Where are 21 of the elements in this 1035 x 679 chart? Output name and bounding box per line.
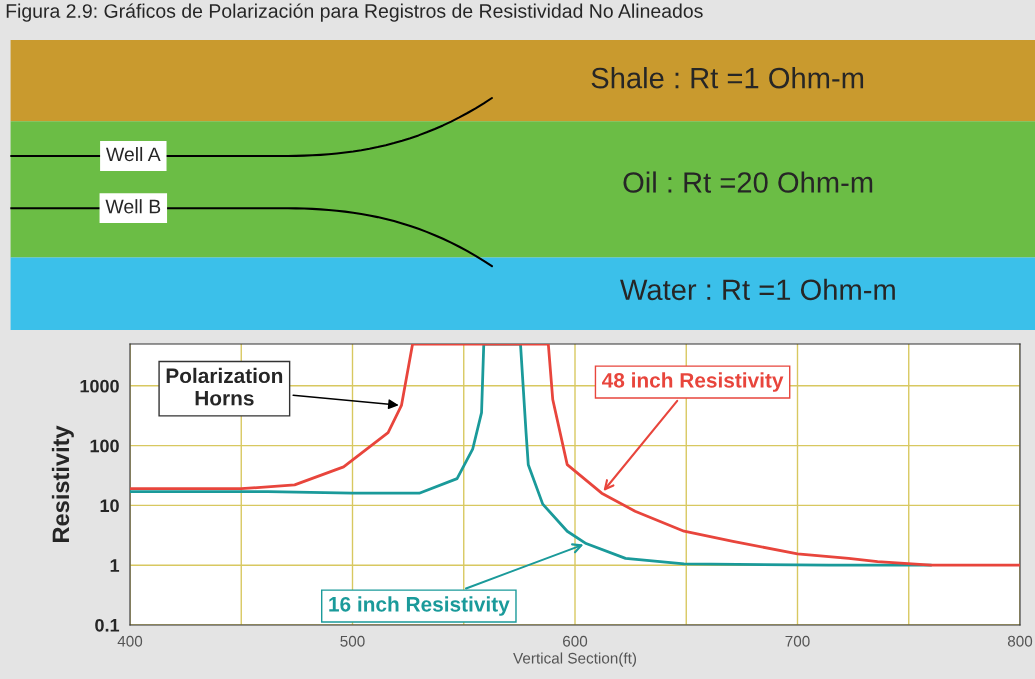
text: Well B: [105, 199, 161, 214]
y-tick-label: 100: [90, 439, 119, 453]
x-axis-title: Vertical Section(ft): [513, 652, 637, 667]
y-axis-title: Resistivity: [51, 425, 74, 542]
text: Well A: [106, 146, 161, 162]
y-tick-label: 1: [110, 559, 120, 572]
text: Water : Rt =1 Ohm-m: [620, 278, 895, 301]
x-tick-label: 700: [785, 635, 810, 647]
chart-title: Figura 2.9: Gráficos de Polarización para Registros de Resistividad No Alineados: [6, 3, 703, 22]
x-tick-label: 800: [1007, 635, 1033, 647]
annotation: Polarization Horns: [166, 367, 283, 406]
text: 16 inch Resistivity: [329, 596, 510, 616]
text: 48 inch Resistivity: [602, 372, 784, 392]
y-tick-label: 1000: [80, 379, 119, 393]
text: Oil : Rt =20 Ohm-m: [623, 171, 873, 193]
x-tick-label: 500: [340, 635, 365, 647]
text: Shale : Rt =1 Ohm-m: [591, 67, 864, 89]
x-tick-label: 400: [117, 635, 143, 647]
y-tick-label: 10: [100, 499, 119, 513]
x-tick-label: 600: [563, 635, 588, 647]
y-tick-label: 0.1: [95, 618, 120, 632]
